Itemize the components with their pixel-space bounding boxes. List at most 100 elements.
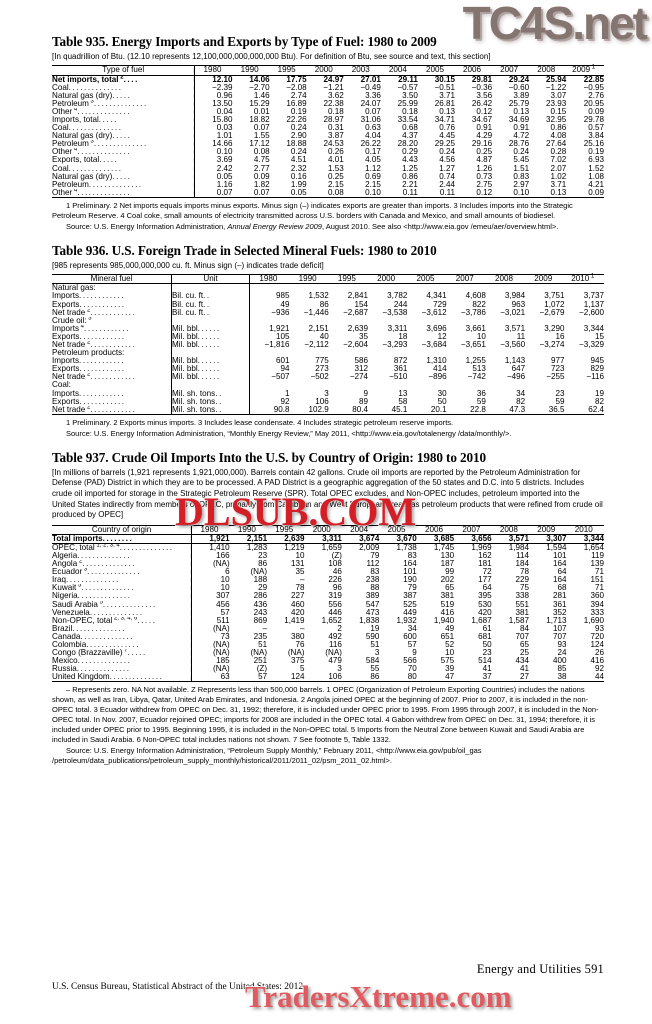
column-header-1995: 1995 [275, 524, 294, 534]
data-cell: (NA) [191, 648, 230, 658]
data-cell: 0.91 [513, 123, 530, 133]
unit-text: Mil. sh. tons [172, 396, 216, 406]
row-label-text: Congo (Brazzaville) [52, 649, 123, 658]
data-cell: 3.89 [513, 90, 530, 100]
data-cell: 381 [440, 591, 455, 601]
data-cell: 65 [520, 639, 530, 649]
data-cell: 33.54 [397, 114, 418, 124]
table-937-block: Table 937. Crude Oil Imports Into the U.… [52, 450, 604, 766]
row-label-text: Net imports, total [52, 75, 119, 84]
data-cell: – [262, 623, 268, 633]
data-cell: 18.82 [249, 114, 270, 124]
data-cell: 124 [590, 639, 604, 649]
data-cell: 460 [290, 599, 305, 609]
data-cell: −1.21 [323, 82, 344, 92]
data-cell: 822 [472, 299, 486, 309]
data-cell: 82 [594, 396, 604, 406]
data-cell: 416 [590, 656, 604, 666]
footnote-marker: 5 [97, 600, 103, 605]
data-cell: 86 [258, 559, 268, 569]
data-cell: 45.1 [391, 404, 408, 414]
data-cell: 11 [516, 331, 526, 341]
data-cell: 333 [590, 607, 604, 617]
data-cell: −496 [506, 372, 526, 382]
row-label-text: Net trade [52, 373, 86, 382]
data-cell: 1,283 [246, 542, 268, 552]
leader-dots: .............. [72, 624, 127, 633]
column-header-2006: 2006 [424, 524, 443, 534]
leader-dots: ...... [197, 340, 221, 349]
column-header-1980: 1980 [249, 275, 290, 284]
row-label-text: Petroleum [52, 180, 89, 189]
table-row: Petroleum 3 .............. 14.66 17.12 18.8… [52, 139, 604, 149]
table-935-source-pre: Source: U.S. Energy Information Administ… [66, 221, 228, 231]
table-936-source: Source: U.S. Energy Information Administ… [52, 429, 604, 439]
leader-dots: ...... [197, 373, 221, 382]
data-cell: 2 [337, 623, 342, 633]
data-cell: 514 [478, 656, 492, 666]
table-937-header-row: Country of origin 1980 1990 1995 2000 2004 200… [52, 524, 604, 535]
table-row: Non-OPEC, total 2, 3, 4, 6 ..... 511 869 1,… [52, 616, 604, 625]
data-cell: 78 [520, 567, 530, 577]
data-cell: −3,786 [460, 307, 486, 317]
data-cell: 473 [365, 607, 380, 617]
data-cell: 94 [249, 365, 290, 374]
data-cell: −0.49 [360, 82, 381, 92]
data-cell: −3,293 [382, 339, 408, 349]
data-cell: 519 [440, 599, 455, 609]
data-cell: 29.78 [583, 114, 604, 124]
data-cell: 16.89 [286, 98, 307, 108]
data-cell: 25.16 [583, 139, 604, 149]
data-cell: 4.04 [365, 131, 381, 141]
data-cell: 124 [290, 672, 305, 682]
data-cell: 139 [590, 559, 604, 569]
data-cell: 0.10 [365, 187, 381, 197]
table-row: Ecuador 3 .............. 6 (NA) 35 46 83 101 99… [52, 567, 604, 577]
data-cell: 51 [370, 639, 380, 649]
row-label: Nigeria .............. [52, 592, 192, 600]
data-cell: 1,255 [465, 356, 486, 366]
data-cell: 22.8 [470, 404, 486, 414]
data-cell: 945 [590, 356, 604, 366]
data-cell: 187 [440, 559, 455, 569]
table-row: Other 4 .............. 0.07 0.07 0.05 0.08 0.… [52, 187, 604, 198]
data-cell: 13.50 [194, 99, 233, 108]
table-936-header-row: Mineral fuel Unit 1980 1990 1995 2000 2005 2007… [52, 274, 604, 284]
data-cell: 25 [520, 648, 530, 658]
column-header-2000: 2000 [312, 524, 331, 534]
data-cell: 226 [328, 575, 342, 585]
data-cell: 164 [552, 575, 567, 585]
data-cell: 1,310 [426, 356, 447, 366]
data-cell: 51 [258, 639, 268, 649]
data-cell: 27 [520, 672, 530, 682]
data-cell: 49 [249, 300, 290, 309]
row-label: Natural gas (dry) ..... [52, 92, 195, 100]
data-cell: 40 [319, 331, 329, 341]
table-935: Type of fuel 1980 1990 1995 2000 2003 2004 2005… [52, 65, 604, 198]
data-cell: 0.07 [253, 187, 270, 197]
data-cell: 1,072 [544, 299, 565, 309]
column-header-1995: 1995 [277, 65, 296, 75]
data-cell: 92 [594, 664, 604, 674]
data-cell: (NA) [191, 624, 230, 633]
data-cell: 601 [249, 357, 290, 366]
data-cell: 380 [290, 631, 305, 641]
data-cell: 29.11 [398, 74, 418, 84]
data-cell: 4.43 [402, 155, 418, 165]
data-cell: 29.25 [434, 139, 455, 149]
data-cell: 55 [370, 664, 380, 674]
data-cell: 707 [515, 631, 530, 641]
row-label: Canada .............. [52, 633, 192, 641]
table-row: Net trade 2 ............ Mil. bbl ...... −… [52, 372, 604, 382]
table-937-body: Total imports ........ 1,921 2,151 2,639 3,3… [52, 534, 604, 682]
data-cell: 0.31 [328, 123, 344, 133]
footnote-marker: 1 [590, 64, 596, 71]
data-cell: 0.12 [476, 187, 493, 197]
data-cell: 307 [191, 592, 230, 601]
data-cell: 0.18 [328, 106, 344, 116]
data-cell: 28.76 [508, 139, 530, 149]
data-cell: 2.90 [290, 131, 307, 141]
leader-dots: ........ [102, 534, 134, 543]
table-row: Exports ............ Mil. sh. tons .. 92 10… [52, 396, 604, 406]
leader-dots: .. [203, 308, 211, 317]
